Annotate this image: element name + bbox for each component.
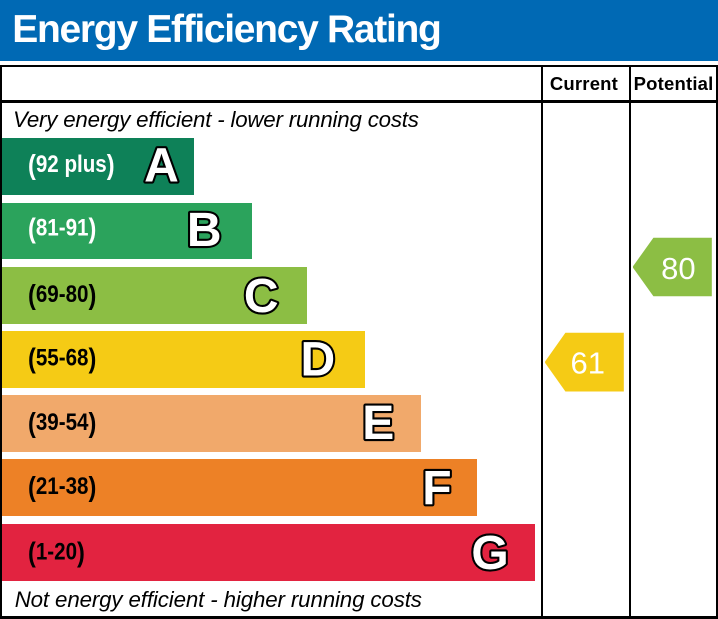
svg-text:C: C (244, 270, 279, 323)
svg-text:A: A (144, 140, 179, 193)
svg-text:F: F (422, 462, 451, 515)
svg-text:B: B (187, 204, 222, 257)
svg-text:80: 80 (661, 251, 695, 286)
svg-text:D: D (300, 334, 335, 387)
svg-text:E: E (362, 397, 394, 450)
svg-text:G: G (471, 527, 508, 580)
svg-text:61: 61 (571, 346, 605, 381)
